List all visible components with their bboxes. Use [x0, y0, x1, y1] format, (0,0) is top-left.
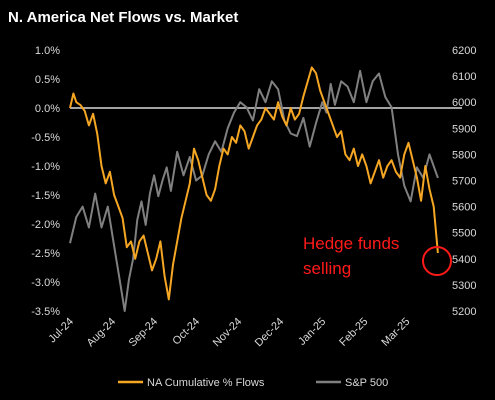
- right-tick-label: 5200: [452, 306, 476, 318]
- right-tick-label: 5300: [452, 280, 476, 292]
- right-tick-label: 5500: [452, 228, 476, 240]
- right-tick-label: 6100: [452, 71, 476, 83]
- left-tick-label: -1.0%: [31, 161, 60, 173]
- left-tick-label: -1.5%: [31, 190, 60, 202]
- left-tick-label: -3.5%: [31, 306, 60, 318]
- left-tick-label: -0.5%: [31, 132, 60, 144]
- annotation-line-2: selling: [303, 259, 351, 278]
- x-tick-label: Nov-24: [211, 316, 245, 350]
- left-tick-label: -2.5%: [31, 248, 60, 260]
- annotation-circle: [422, 246, 452, 276]
- right-tick-label: 6200: [452, 45, 476, 57]
- annotation: Hedge funds selling: [303, 234, 452, 278]
- legend-label-flows: NA Cumulative % Flows: [147, 377, 265, 389]
- left-tick-label: 0.5%: [35, 74, 60, 86]
- x-tick-label: Dec-24: [253, 316, 287, 350]
- right-axis: 6200 6100 6000 5900 5800 5700 5600 5500 5400 5300…: [452, 45, 476, 318]
- series-line-sp500: [69, 69, 439, 312]
- right-tick-label: 5600: [452, 202, 476, 214]
- right-tick-label: 6000: [452, 97, 476, 109]
- right-tick-label: 5900: [452, 123, 476, 135]
- left-tick-label: -2.0%: [31, 219, 60, 231]
- left-axis: 1.0% 0.5% 0.0% -0.5% -1.0% -1.5% -2.0% -2.5% -3.…: [31, 45, 60, 318]
- left-tick-label: 1.0%: [35, 45, 60, 57]
- x-tick-label: Oct-24: [170, 316, 202, 348]
- x-axis: Jul-24 Aug-24 Sep-24 Oct-24 Nov-24 Dec-24 Jan-…: [46, 316, 412, 350]
- x-tick-label: Feb-25: [337, 316, 370, 349]
- x-tick-label: Jan-25: [296, 316, 328, 348]
- right-tick-label: 5700: [452, 176, 476, 188]
- chart-title: N. America Net Flows vs. Market: [8, 9, 238, 26]
- left-tick-label: -3.0%: [31, 277, 60, 289]
- annotation-line-1: Hedge funds: [303, 234, 399, 253]
- legend-label-sp500: S&P 500: [345, 377, 388, 389]
- legend: NA Cumulative % Flows S&P 500: [118, 377, 388, 389]
- right-tick-label: 5800: [452, 149, 476, 161]
- left-tick-label: 0.0%: [35, 103, 60, 115]
- x-tick-label: Sep-24: [127, 316, 161, 350]
- right-tick-label: 5400: [452, 254, 476, 266]
- x-tick-label: Aug-24: [85, 316, 119, 350]
- x-tick-label: Mar-25: [379, 316, 412, 349]
- series-line-flows: [69, 66, 439, 301]
- x-tick-label: Jul-24: [46, 316, 76, 346]
